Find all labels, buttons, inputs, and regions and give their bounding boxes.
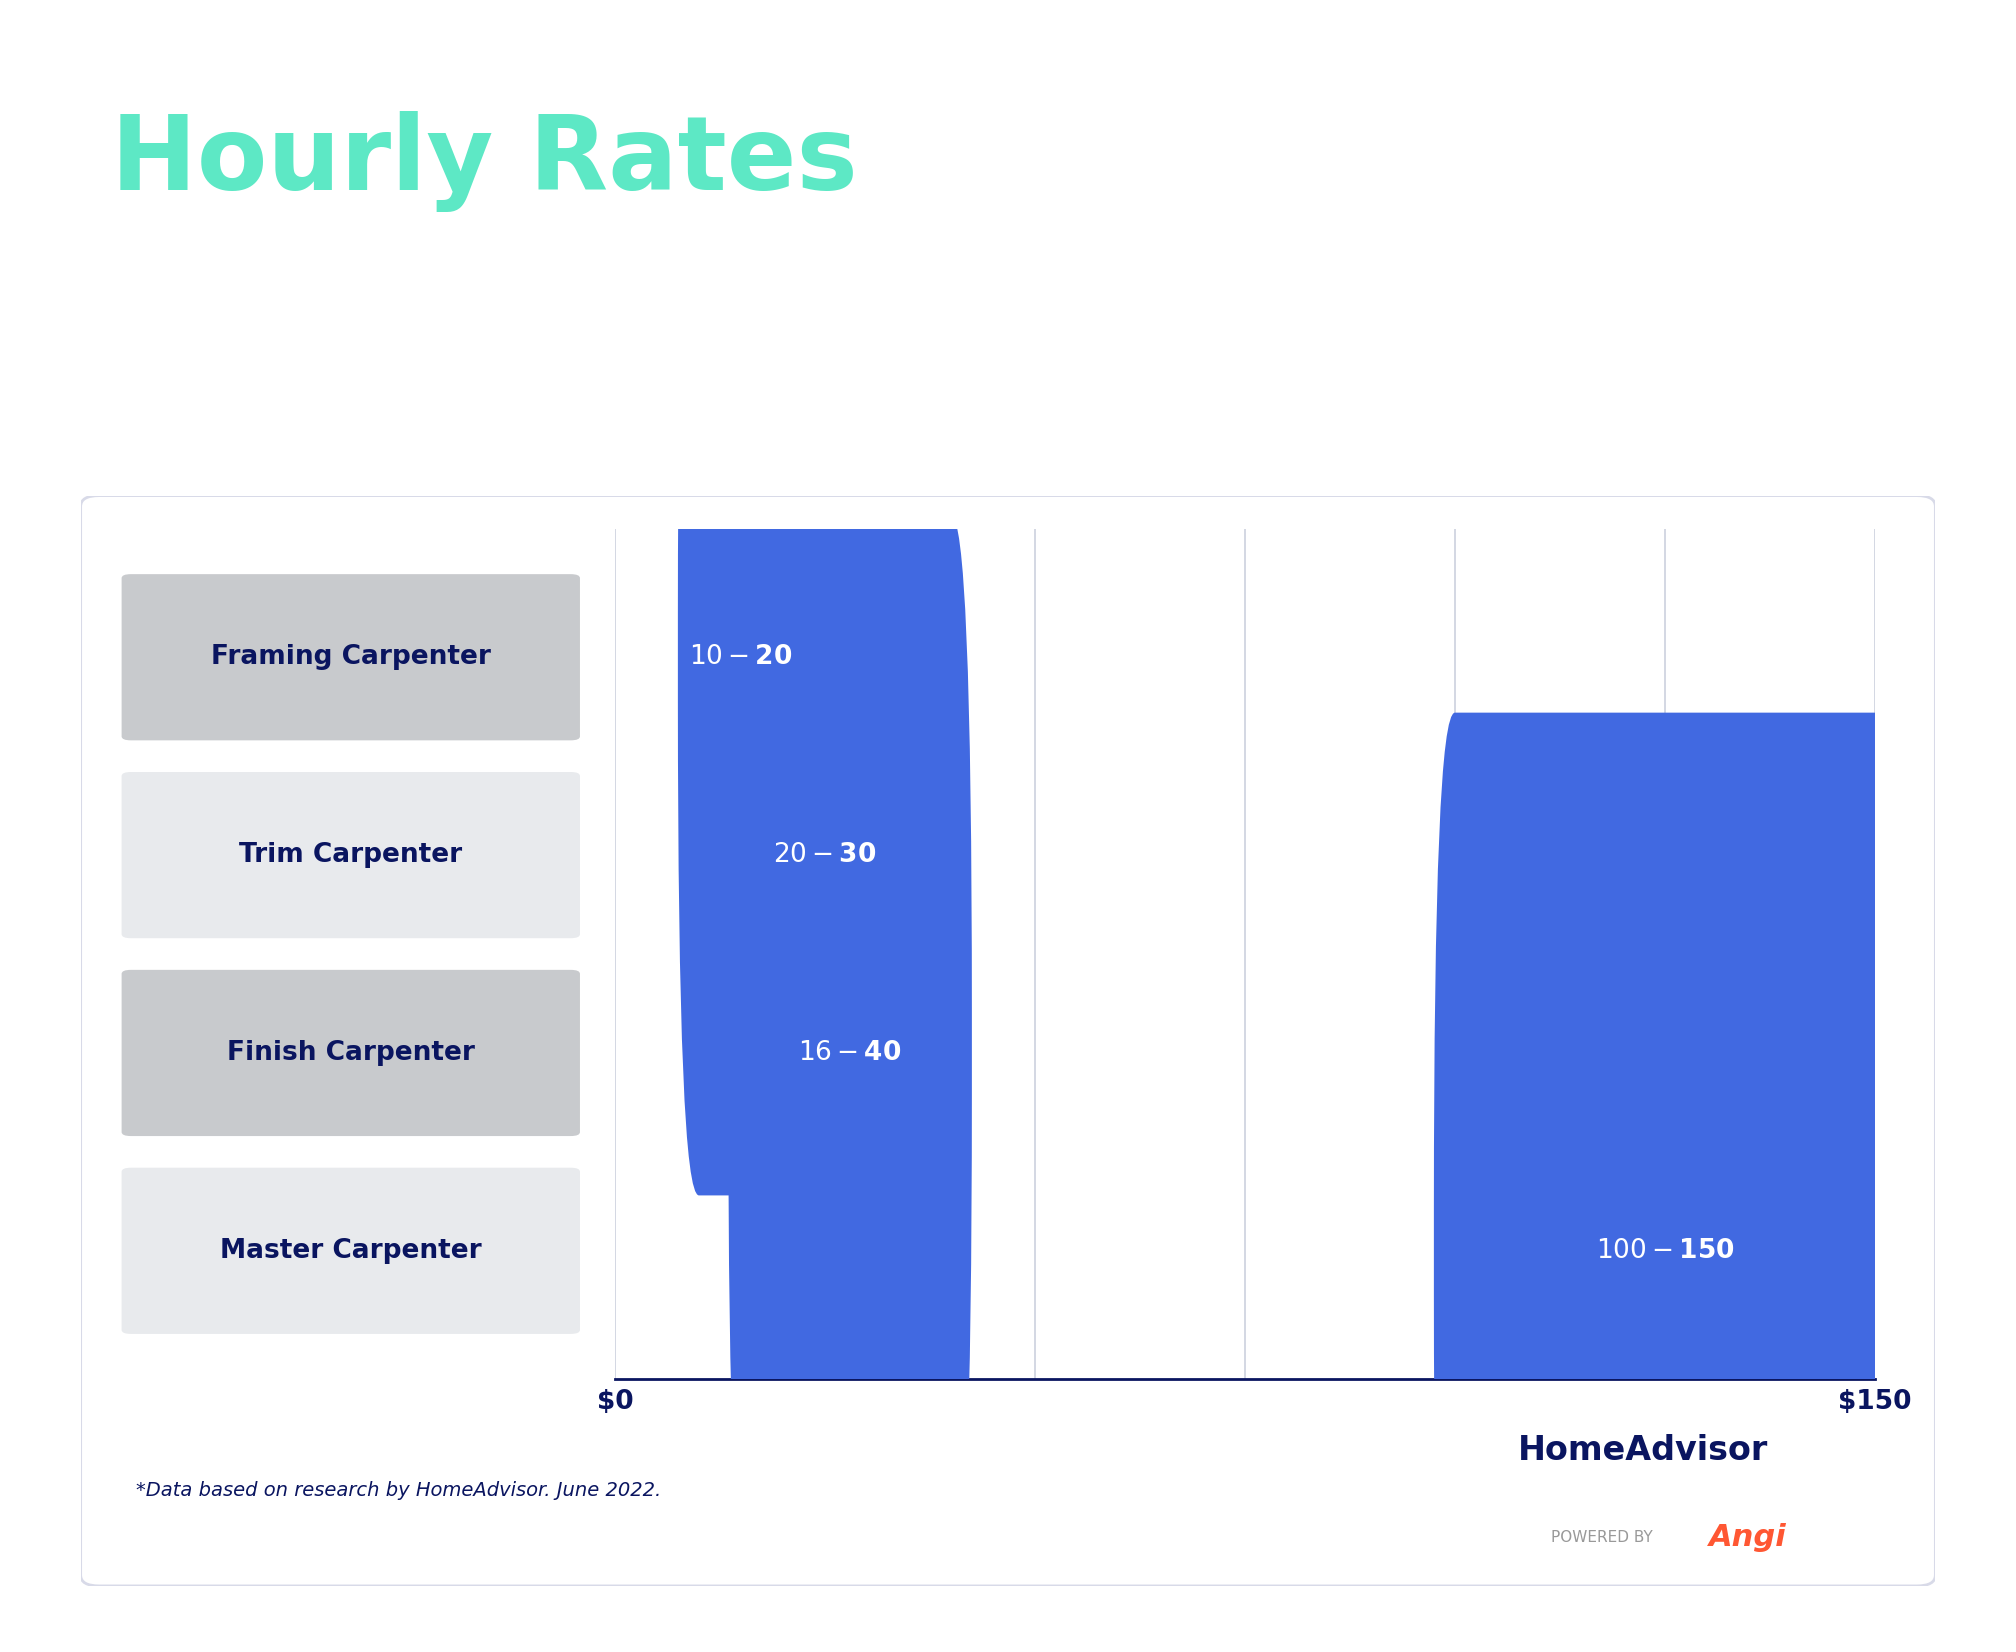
FancyBboxPatch shape	[121, 1168, 581, 1333]
Text: Framing Carpenter: Framing Carpenter	[212, 644, 490, 671]
FancyBboxPatch shape	[121, 771, 581, 938]
Text: Hourly Rates: Hourly Rates	[111, 111, 857, 213]
Text: POWERED BY: POWERED BY	[1552, 1530, 1653, 1545]
Text: Finish Carpenter: Finish Carpenter	[228, 1041, 474, 1066]
Text: Master Carpenter: Master Carpenter	[220, 1237, 482, 1264]
FancyBboxPatch shape	[81, 496, 1935, 1586]
Text: $100 - $150: $100 - $150	[1595, 1237, 1734, 1264]
Text: Carpenters: Carpenters	[111, 319, 754, 421]
Text: $16 - $40: $16 - $40	[798, 1041, 901, 1066]
FancyBboxPatch shape	[677, 119, 804, 1196]
Text: for Different: for Different	[812, 111, 1572, 213]
FancyBboxPatch shape	[121, 575, 581, 740]
Text: Trim Carpenter: Trim Carpenter	[240, 843, 462, 867]
FancyBboxPatch shape	[728, 515, 972, 1591]
Text: $20 - $30: $20 - $30	[774, 843, 877, 867]
Text: Angi: Angi	[1710, 1523, 1786, 1551]
Text: $10 - $20: $10 - $20	[689, 644, 792, 671]
FancyBboxPatch shape	[762, 317, 887, 1393]
Text: HomeAdvisor: HomeAdvisor	[1518, 1434, 1768, 1467]
Text: *Data based on research by HomeAdvisor. June 2022.: *Data based on research by HomeAdvisor. …	[137, 1480, 661, 1500]
FancyBboxPatch shape	[1433, 712, 1895, 1652]
FancyBboxPatch shape	[121, 970, 581, 1137]
